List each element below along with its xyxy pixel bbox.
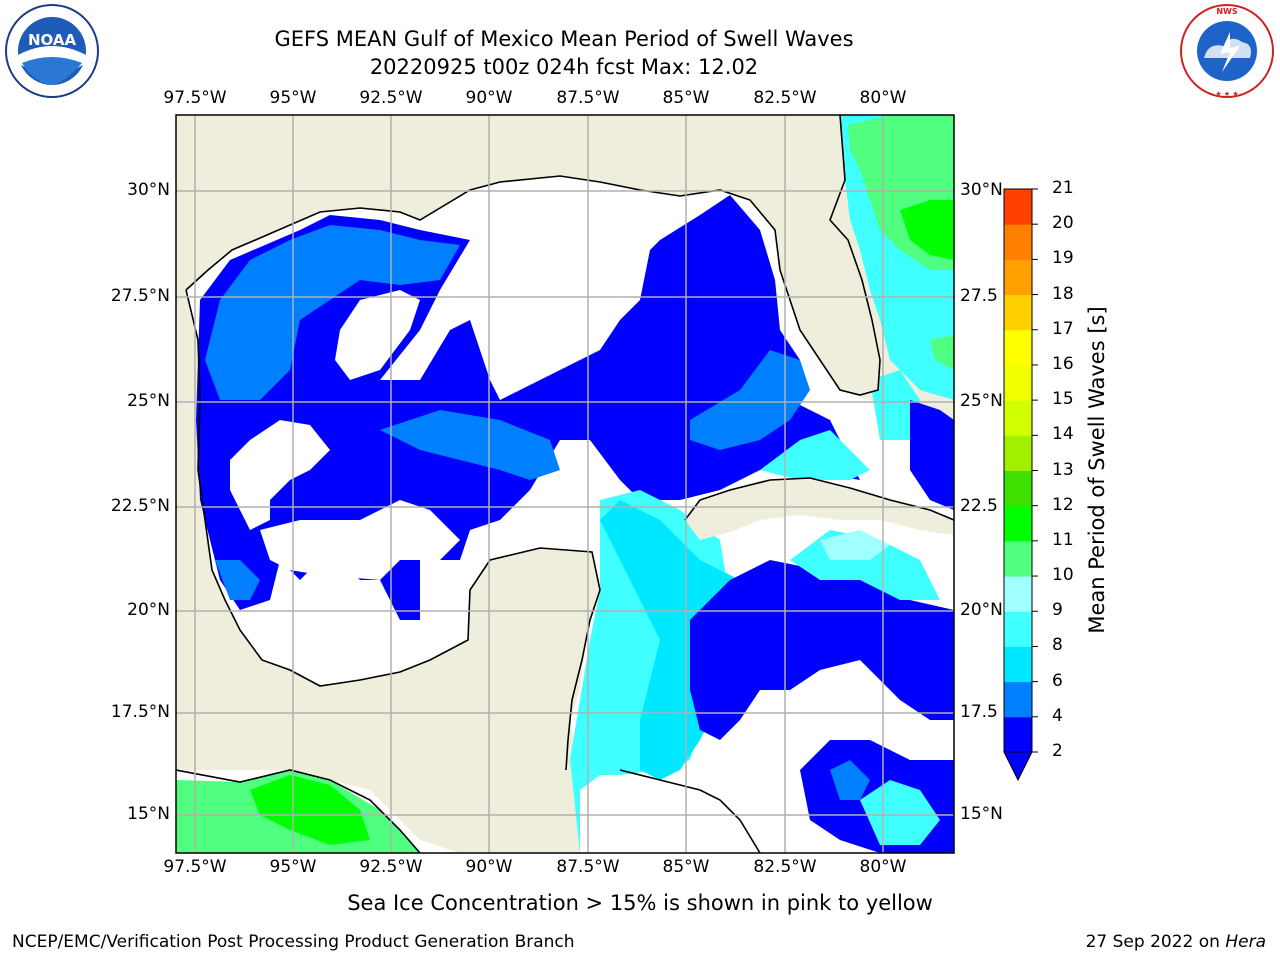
credit-host: Hera [1225, 932, 1266, 952]
sea-ice-note: Sea Ice Concentration > 15% is shown in … [347, 891, 933, 915]
colorbar-tick-label: 16 [1052, 353, 1074, 374]
colorbar-tick-label: 9 [1052, 600, 1063, 621]
lon-label-top: 85°W [662, 88, 710, 108]
colorbar-tick-label: 18 [1052, 283, 1074, 304]
colorbar-tick-label: 2 [1052, 741, 1063, 761]
credit-date-text: 27 Sep 2022 on [1085, 932, 1220, 952]
lon-label-top: 90°W [465, 88, 513, 108]
credit-date: 27 Sep 2022 on Hera [1086, 932, 1266, 952]
colorbar-title: Mean Period of Swell Waves [s] [1085, 306, 1109, 634]
colorbar-segment [1004, 611, 1032, 647]
lat-label-right: 20°N [960, 600, 1003, 620]
lon-label-bottom: 90°W [465, 857, 513, 877]
lat-lon-grid [176, 115, 954, 853]
colorbar-tick-label: 10 [1052, 565, 1074, 586]
colorbar-segment [1004, 329, 1032, 366]
noaa-logo: NOAA [4, 3, 100, 99]
colorbar-tick-label: 11 [1052, 529, 1074, 550]
colorbar-segment [1004, 576, 1032, 612]
lon-label-bottom: 85°W [662, 857, 710, 877]
lat-label-right: 30°N [960, 180, 1003, 200]
lon-label-top: 80°W [859, 88, 907, 108]
florida-land [776, 190, 880, 395]
colorbar-tick-label: 15 [1052, 389, 1074, 410]
colorbar-segment [1004, 716, 1032, 753]
lat-label-left: 17.5°N [110, 702, 170, 722]
lat-label-right: 27.5 [960, 286, 998, 306]
colorbar-tick-label: 17 [1052, 318, 1074, 339]
lon-label-bottom: 92.5°W [359, 857, 423, 877]
colorbar-tick-label: 21 [1052, 178, 1074, 198]
coastline [185, 115, 881, 396]
nws-logo: NWS ★ ★ ★ [1178, 2, 1276, 100]
colorbar-segment [1004, 681, 1032, 718]
swell-period-field [176, 115, 954, 853]
colorbar-segment [1004, 259, 1032, 296]
colorbar-extend-arrow [1003, 751, 1033, 782]
lon-label-bottom: 87.5°W [556, 857, 620, 877]
colorbar-segment [1004, 400, 1032, 436]
lat-label-left: 30°N [127, 180, 170, 200]
lat-label-left: 25°N [127, 391, 170, 411]
colorbar-tick-label: 20 [1052, 213, 1074, 234]
colorbar-tick-label: 12 [1052, 494, 1074, 515]
colorbar-segment [1004, 224, 1032, 260]
map-frame [175, 114, 955, 854]
lat-label-left: 22.5°N [110, 496, 170, 516]
lon-label-top: 82.5°W [753, 88, 817, 108]
colorbar-tick-label: 8 [1052, 635, 1063, 656]
lon-label-bottom: 97.5°W [163, 857, 227, 877]
colorbar-segment [1004, 505, 1032, 542]
lon-label-bottom: 80°W [859, 857, 907, 877]
colorbar [1003, 188, 1038, 782]
lon-label-bottom: 82.5°W [753, 857, 817, 877]
colorbar-segment [1004, 189, 1032, 225]
colorbar-tick-label: 6 [1052, 670, 1063, 691]
credit-branch: NCEP/EMC/Verification Post Processing Pr… [12, 932, 575, 952]
colorbar-segment [1004, 470, 1032, 507]
colorbar-segment [1004, 646, 1032, 683]
lat-label-left: 20°N [127, 600, 170, 620]
colorbar-segment [1004, 435, 1032, 471]
svg-text:★ ★ ★: ★ ★ ★ [1215, 90, 1238, 98]
colorbar-tick-label: 14 [1052, 424, 1074, 445]
lon-label-bottom: 95°W [269, 857, 317, 877]
yucatan-land [420, 548, 600, 770]
cuba-land [685, 478, 954, 540]
colorbar-segment [1004, 294, 1032, 331]
lat-label-left: 27.5°N [110, 286, 170, 306]
colorbar-segment [1004, 540, 1032, 577]
lon-label-top: 97.5°W [163, 88, 227, 108]
lat-label-right: 22.5 [960, 496, 998, 516]
colorbar-tick-label: 13 [1052, 459, 1074, 480]
colorbar-tick-label: 19 [1052, 248, 1074, 269]
svg-text:NWS: NWS [1216, 7, 1238, 16]
lon-label-top: 95°W [269, 88, 317, 108]
lon-label-top: 87.5°W [556, 88, 620, 108]
lon-label-top: 92.5°W [359, 88, 423, 108]
lat-label-right: 15°N [960, 804, 1003, 824]
lat-label-right: 17.5 [960, 702, 998, 722]
map-title: GEFS MEAN Gulf of Mexico Mean Period of … [274, 27, 854, 51]
colorbar-segment [1004, 364, 1032, 401]
lat-label-right: 25°N [960, 391, 1003, 411]
colorbar-tick-label: 4 [1052, 705, 1063, 726]
noaa-logo-text: NOAA [28, 31, 77, 49]
lat-label-left: 15°N [127, 804, 170, 824]
map-subtitle: 20220925 t00z 024h fcst Max: 12.02 [369, 55, 759, 79]
